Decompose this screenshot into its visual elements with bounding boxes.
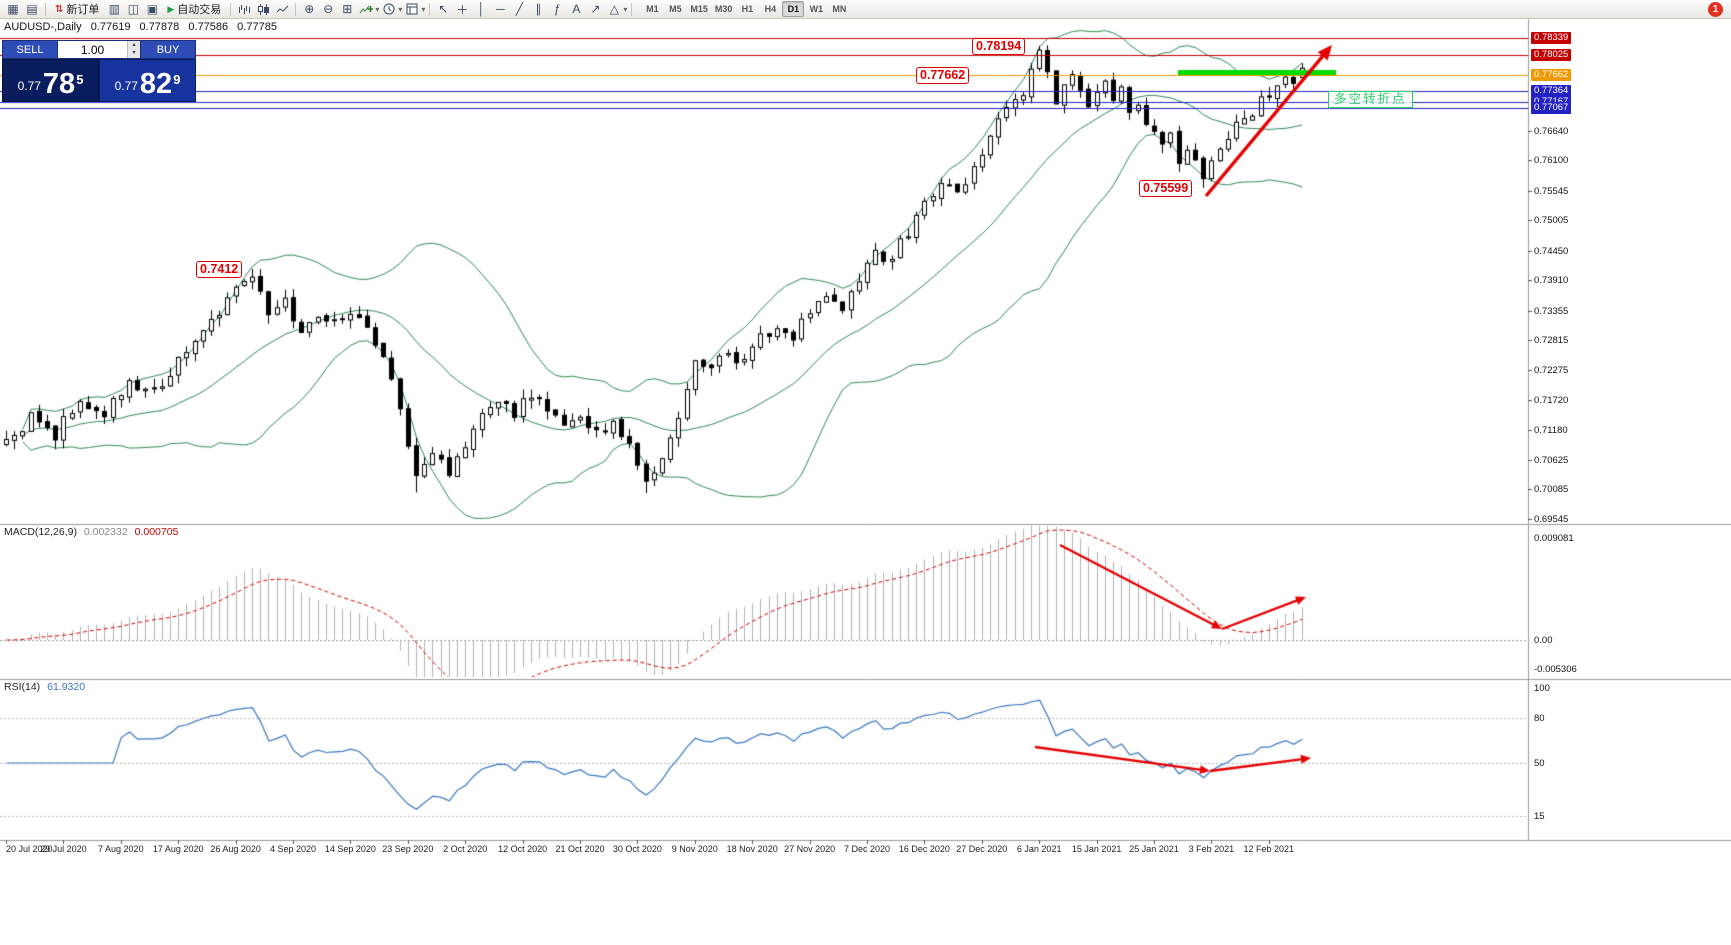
sell-price-button[interactable]: 0.77 78 5 <box>2 59 99 102</box>
horizontal-line-icon[interactable]: ─ <box>496 2 505 16</box>
volume-down-button[interactable]: ▾ <box>127 49 140 58</box>
market-watch-icon[interactable]: ▥ <box>108 2 121 16</box>
channel-icon[interactable]: ∥ <box>535 2 542 16</box>
timeframe-button-d1[interactable]: D1 <box>782 1 805 17</box>
shapes-dropdown-caret[interactable]: ▾ <box>623 4 628 14</box>
templates-dropdown-caret[interactable]: ▾ <box>421 4 426 14</box>
high-value: 0.77878 <box>139 21 180 33</box>
periods-icon[interactable] <box>380 1 398 17</box>
timeframe-group: M1 M5 M15 M30 H1 H4 D1 W1 MN <box>641 1 850 17</box>
buy-price-big: 82 <box>139 68 173 100</box>
templates-icon[interactable] <box>403 1 421 17</box>
new-order-button[interactable]: ⇅ 新订单 <box>50 1 104 18</box>
line-chart-icon[interactable] <box>273 1 291 17</box>
buy-price-button[interactable]: 0.77 82 9 <box>99 59 196 102</box>
autotrading-icon: ▶ <box>167 3 175 14</box>
price-annotation-jan-high: 0.78194 <box>972 38 1026 55</box>
timeframe-button-h1[interactable]: H1 <box>736 1 758 17</box>
rsi-pane-label: RSI(14) 61.9320 <box>4 681 85 693</box>
crosshair-icon[interactable]: ＋ <box>456 2 469 17</box>
new-chart-icon[interactable]: ▦ <box>7 2 19 16</box>
timeframe-button-m30[interactable]: M30 <box>712 1 736 17</box>
notification-badge[interactable]: 1 <box>1708 1 1723 17</box>
vertical-line-icon[interactable]: │ <box>477 2 486 16</box>
candlestick-chart-icon[interactable] <box>254 1 272 17</box>
price-annotation-level: 0.77662 <box>916 67 970 84</box>
profiles-icon[interactable]: ▤ <box>26 2 38 16</box>
zoom-in-icon[interactable]: ⊕ <box>304 2 315 16</box>
buy-label-button[interactable]: BUY <box>140 40 196 59</box>
shapes-icon[interactable]: △ <box>609 2 619 16</box>
sell-price-pip: 5 <box>76 72 84 87</box>
data-window-icon[interactable]: ◫ <box>127 2 140 16</box>
autotrading-label: 自动交易 <box>177 4 222 16</box>
rsi-name: RSI(14) <box>4 681 41 693</box>
macd-main-value: 0.002332 <box>83 526 128 538</box>
cursor-icon[interactable]: ↖ <box>438 2 449 16</box>
buy-price-pip: 9 <box>173 72 181 87</box>
timeframe-button-mn[interactable]: MN <box>828 1 850 17</box>
low-value: 0.77586 <box>188 21 229 33</box>
toolbar-separator <box>230 2 232 16</box>
price-annotation-aug-high: 0.7412 <box>196 261 243 278</box>
buy-price-prefix: 0.77 <box>114 79 138 93</box>
macd-name: MACD(12,26,9) <box>4 526 77 538</box>
sell-price-big: 78 <box>42 68 76 100</box>
toolbar-separator <box>631 2 633 16</box>
trendline-icon[interactable]: ╱ <box>515 2 523 16</box>
toolbar: ▦ ▤ ⇅ 新订单 ▥ ◫ ▣ ▶ 自动交易 ⊕ ⊖ ⊞ ▾ <box>0 0 1731 19</box>
bar-chart-icon[interactable] <box>235 1 253 17</box>
sell-price-prefix: 0.77 <box>17 79 41 93</box>
close-value: 0.77785 <box>237 21 277 33</box>
sell-label-button[interactable]: SELL <box>2 40 58 59</box>
text-tool-icon[interactable]: A <box>572 2 581 16</box>
tile-windows-icon[interactable]: ⊞ <box>342 2 353 16</box>
volume-spinner: ▴ ▾ <box>127 41 140 58</box>
toolbar-separator <box>45 2 46 16</box>
rsi-value: 61.9320 <box>47 681 86 693</box>
timeframe-button-m5[interactable]: M5 <box>664 1 686 17</box>
autotrading-button[interactable]: ▶ 自动交易 <box>162 1 226 18</box>
periods-dropdown-caret[interactable]: ▾ <box>398 4 403 14</box>
one-click-trading-panel: SELL ▴ ▾ BUY 0.77 78 5 0.77 82 9 <box>2 40 196 102</box>
volume-input[interactable] <box>58 41 127 58</box>
timeframe-button-m15[interactable]: M15 <box>687 1 711 17</box>
volume-up-button[interactable]: ▴ <box>127 41 140 50</box>
arrow-tool-icon[interactable]: ↗ <box>590 2 601 16</box>
macd-signal-value: 0.000705 <box>134 526 179 538</box>
volume-box: ▴ ▾ <box>58 40 140 59</box>
price-annotation-feb-low: 0.75599 <box>1139 180 1193 197</box>
zoom-out-icon[interactable]: ⊖ <box>323 2 334 16</box>
open-value: 0.77619 <box>90 21 131 33</box>
symbol-period-label: AUDUSD-,Daily <box>4 21 82 33</box>
toolbar-separator <box>295 2 297 16</box>
navigator-icon[interactable]: ▣ <box>146 2 159 16</box>
toolbar-separator <box>429 2 431 16</box>
turning-point-note: 多空转折点 <box>1328 91 1413 108</box>
fibonacci-icon[interactable]: ƒ <box>554 2 561 16</box>
indicators-dropdown-caret[interactable]: ▾ <box>375 4 380 14</box>
timeframe-button-m1[interactable]: M1 <box>641 1 663 17</box>
symbol-ohlc-header: AUDUSD-,Daily 0.77619 0.77878 0.77586 0.… <box>4 21 283 33</box>
timeframe-button-h4[interactable]: H4 <box>759 1 781 17</box>
timeframe-button-w1[interactable]: W1 <box>805 1 827 17</box>
indicators-icon[interactable] <box>357 1 375 17</box>
new-order-icon: ⇅ <box>55 3 64 15</box>
new-order-label: 新订单 <box>66 4 100 16</box>
macd-pane-label: MACD(12,26,9) 0.002332 0.000705 <box>4 526 178 538</box>
